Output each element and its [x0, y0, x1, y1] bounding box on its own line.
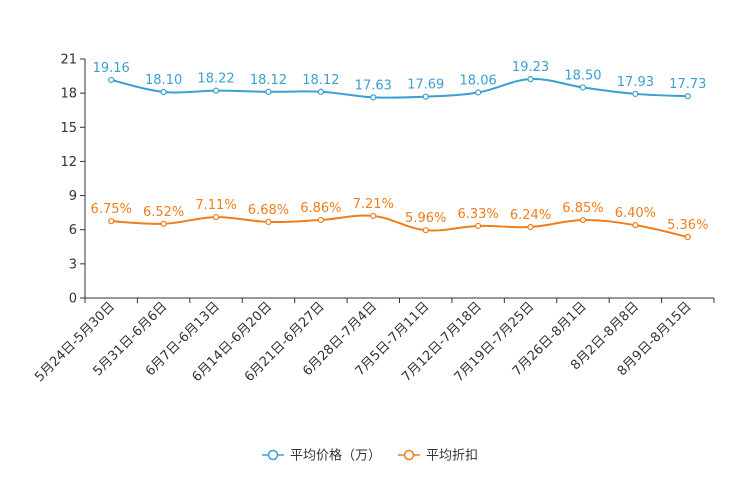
data-label: 18.12	[250, 73, 287, 88]
data-point	[212, 213, 220, 221]
data-label: 6.85%	[562, 201, 603, 216]
series-line-1	[111, 214, 689, 238]
data-point	[108, 76, 115, 84]
data-point	[317, 216, 324, 224]
data-label: 18.10	[145, 73, 182, 88]
data-point	[370, 94, 377, 101]
data-label: 18.50	[564, 68, 601, 83]
data-point	[579, 84, 587, 91]
data-label: 17.63	[355, 78, 392, 93]
data-point	[475, 89, 482, 96]
data-point	[265, 88, 272, 95]
y-tick-label: 9	[69, 189, 77, 204]
data-label: 5.96%	[405, 211, 446, 226]
y-tick-label: 0	[69, 292, 77, 307]
legend-label: 平均价格（万）	[290, 448, 381, 464]
data-label: 18.22	[197, 72, 234, 87]
data-point	[579, 216, 587, 224]
data-point	[632, 222, 639, 229]
data-label: 18.12	[302, 73, 339, 88]
data-label: 6.40%	[615, 206, 656, 221]
data-label: 7.21%	[353, 197, 394, 212]
data-point	[160, 88, 167, 96]
data-point	[684, 233, 691, 241]
data-label: 6.86%	[300, 201, 341, 216]
data-point	[265, 218, 272, 226]
data-label: 19.16	[93, 61, 130, 76]
data-point	[527, 76, 534, 83]
data-point	[527, 223, 534, 231]
legend-label: 平均折扣	[426, 449, 478, 464]
legend-swatch-marker	[267, 449, 279, 461]
y-tick-label: 21	[60, 53, 77, 68]
data-point	[475, 222, 482, 230]
y-tick-label: 3	[69, 257, 77, 272]
data-label: 6.24%	[510, 208, 551, 223]
data-point	[212, 87, 220, 94]
data-label: 6.75%	[91, 202, 132, 217]
data-label: 17.69	[407, 78, 444, 93]
data-point	[632, 90, 639, 98]
y-tick-label: 6	[69, 223, 77, 238]
y-tick-label: 15	[60, 121, 77, 136]
y-tick-label: 18	[60, 87, 77, 102]
data-label: 5.36%	[667, 218, 708, 233]
data-label: 6.33%	[457, 207, 498, 222]
data-point	[370, 212, 377, 220]
data-point	[422, 93, 429, 100]
data-label: 17.73	[669, 77, 706, 92]
data-label: 6.52%	[143, 205, 184, 220]
data-point	[317, 88, 324, 95]
legend-swatch-marker	[403, 449, 415, 461]
data-label: 19.23	[512, 60, 549, 75]
data-point	[684, 93, 691, 100]
data-label: 17.93	[617, 75, 654, 90]
y-tick-label: 12	[60, 155, 77, 170]
data-point	[422, 227, 429, 234]
data-point	[160, 220, 167, 227]
data-label: 18.06	[460, 73, 497, 88]
data-label: 7.11%	[195, 198, 236, 213]
data-point	[108, 218, 115, 225]
data-label: 6.68%	[248, 203, 289, 218]
series-line-0	[110, 78, 688, 99]
